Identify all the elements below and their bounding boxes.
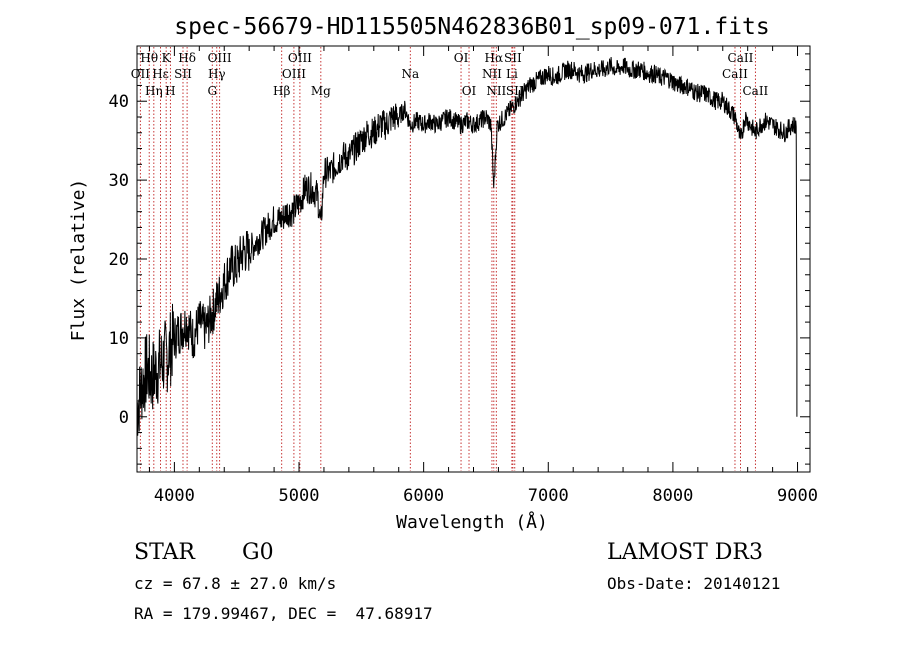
redshift-text: cz = 67.8 ± 27.0 km/s xyxy=(134,574,337,593)
line-label: SII xyxy=(504,51,522,65)
obs-date-text: Obs-Date: 20140121 xyxy=(607,574,781,593)
line-label: SII xyxy=(174,67,192,81)
x-axis: 4000 5000 6000 7000 8000 9000 xyxy=(148,46,818,506)
object-subclass: G0 xyxy=(242,540,274,565)
y-tick-label: 0 xyxy=(119,408,129,428)
y-axis: 0 10 20 30 40 xyxy=(109,53,810,465)
x-tick-label: 5000 xyxy=(279,486,320,506)
line-label: H xyxy=(165,84,175,98)
line-label: Hη xyxy=(145,84,163,98)
x-tick-label: 8000 xyxy=(652,486,693,506)
line-label: CaII xyxy=(722,67,748,81)
survey-name: LAMOST DR3 xyxy=(607,540,763,565)
line-label: G xyxy=(207,84,217,98)
chart-title: spec-56679-HD115505N462836B01_sp09-071.f… xyxy=(174,14,769,40)
x-tick-label: 4000 xyxy=(154,486,195,506)
line-label: Li xyxy=(506,67,518,81)
line-label: Hβ xyxy=(273,84,290,98)
line-label: Hγ xyxy=(208,67,226,81)
line-label: CaII xyxy=(742,84,768,98)
x-tick-label: 6000 xyxy=(403,486,444,506)
line-label: SII xyxy=(506,84,524,98)
y-tick-label: 40 xyxy=(109,92,129,112)
line-label: OIII xyxy=(288,51,312,65)
line-label: OI xyxy=(454,51,469,65)
object-class: STAR xyxy=(134,540,195,565)
y-tick-label: 20 xyxy=(109,250,129,270)
y-tick-label: 30 xyxy=(109,171,129,191)
x-tick-label: 9000 xyxy=(777,486,818,506)
line-label: Na xyxy=(401,67,419,81)
y-tick-label: 10 xyxy=(109,329,129,349)
y-axis-label: Flux (relative) xyxy=(68,179,89,342)
line-label: CaII xyxy=(728,51,754,65)
line-label: OII xyxy=(131,67,151,81)
line-label: Mg xyxy=(311,84,331,98)
spectrum-series-line xyxy=(136,56,798,436)
line-label: Hδ xyxy=(178,51,196,65)
coordinates-text: RA = 179.99467, DEC = 47.68917 xyxy=(134,604,433,623)
line-label: Hθ xyxy=(140,51,158,65)
line-label: NII xyxy=(482,67,502,81)
x-axis-label: Wavelength (Å) xyxy=(396,511,548,533)
line-label: OIII xyxy=(208,51,232,65)
line-label: NII xyxy=(486,84,506,98)
line-label: Hα xyxy=(485,51,504,65)
line-label: K xyxy=(162,51,172,65)
x-tick-label: 7000 xyxy=(528,486,569,506)
line-label: Hε xyxy=(152,67,169,81)
line-label-group: Hθ OII Hη K Hε H Hδ SII OIII Hγ G Hβ OIII OIII Mg Na OI O… xyxy=(131,51,769,98)
line-label: OI xyxy=(462,84,477,98)
line-label: OIII xyxy=(282,67,306,81)
